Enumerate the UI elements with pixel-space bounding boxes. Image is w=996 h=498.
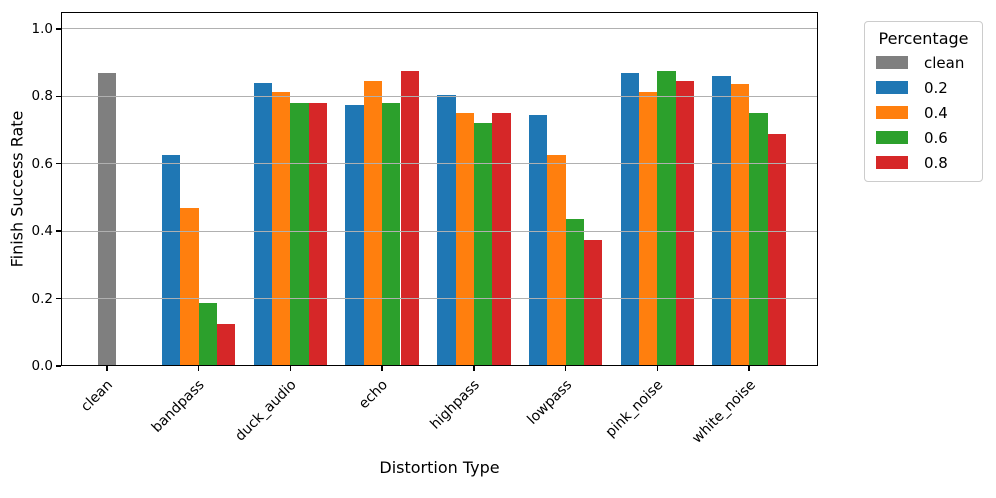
x-tick-label-duck_audio: duck_audio (232, 377, 300, 445)
bar-lowpass-0.8 (584, 239, 603, 366)
bar-white_noise-0.2 (712, 76, 731, 366)
bar-echo-0.2 (345, 104, 364, 366)
x-tickmark-white_noise (748, 366, 750, 371)
y-tickmark-0.8 (56, 95, 61, 97)
bar-white_noise-0.6 (749, 113, 768, 366)
legend: Percentage clean 0.2 0.4 0.6 0.8 (864, 21, 983, 182)
bar-pink_noise-0.6 (657, 71, 676, 366)
y-tick-label-0.8: 0.8 (31, 88, 53, 105)
y-tick-label-1.0: 1.0 (31, 20, 53, 37)
gridline-0.8 (62, 95, 817, 97)
x-tickmark-bandpass (197, 366, 200, 371)
legend-item-label: 0.8 (924, 153, 948, 172)
bar-bandpass-0.4 (180, 207, 199, 366)
bar-pink_noise-0.8 (675, 81, 695, 366)
x-tickmark-pink_noise (656, 366, 659, 371)
bar-bandpass-0.6 (198, 302, 217, 366)
bar-highpass-0.4 (455, 113, 474, 366)
bar-white_noise-0.8 (767, 134, 786, 366)
gridline-0.2 (62, 297, 817, 300)
x-tick-label-highpass: highpass (427, 377, 484, 433)
y-tick-label-0.0: 0.0 (31, 358, 53, 374)
legend-item-0.8: 0.8 (865, 150, 982, 175)
gridline-1.0 (62, 28, 817, 30)
bar-duck_audio-0.4 (272, 92, 291, 366)
y-tickmark-0.0 (56, 365, 61, 367)
legend-items: clean 0.2 0.4 0.6 0.8 (865, 50, 982, 175)
y-axis-label: Finish Success Rate (7, 110, 27, 268)
x-tick-label-echo: echo (356, 377, 392, 413)
bar-bandpass-0.8 (216, 323, 236, 366)
x-tick-label-lowpass: lowpass (524, 377, 575, 428)
bar-echo-0.6 (382, 103, 401, 366)
legend-swatch-0.2 (876, 81, 908, 94)
bar-pink_noise-0.2 (620, 72, 640, 366)
legend-swatch-clean (876, 56, 908, 69)
bar-clean-clean (97, 72, 117, 366)
gridline-0.4 (62, 230, 817, 232)
x-tick-label-white_noise: white_noise (688, 377, 759, 447)
x-tickmark-echo (381, 366, 383, 371)
bar-echo-0.8 (400, 71, 419, 366)
legend-item-label: 0.4 (924, 103, 948, 122)
y-tick-label-0.2: 0.2 (31, 290, 53, 307)
y-tickmark-0.2 (56, 297, 61, 300)
bar-highpass-0.6 (473, 123, 493, 366)
legend-item-label: clean (924, 53, 965, 72)
y-tickmark-1.0 (56, 28, 61, 30)
x-tickmark-highpass (473, 366, 475, 371)
y-tick-label-0.6: 0.6 (31, 155, 53, 172)
x-tick-label-clean: clean (78, 377, 117, 415)
bar-lowpass-0.2 (528, 114, 548, 366)
bar-echo-0.4 (363, 81, 383, 366)
bar-pink_noise-0.4 (639, 92, 658, 366)
bar-duck_audio-0.2 (253, 82, 273, 366)
bar-highpass-0.8 (492, 113, 511, 366)
bar-lowpass-0.4 (547, 155, 566, 366)
legend-swatch-0.6 (876, 131, 908, 144)
bar-bandpass-0.2 (161, 155, 181, 366)
legend-item-label: 0.6 (924, 128, 948, 147)
x-tickmark-duck_audio (289, 366, 292, 371)
gridline-0.6 (62, 163, 817, 165)
legend-item-label: 0.2 (924, 78, 948, 97)
y-tickmark-0.6 (56, 163, 61, 165)
x-tick-label-pink_noise: pink_noise (603, 377, 667, 441)
bar-white_noise-0.4 (730, 84, 750, 366)
legend-swatch-0.4 (876, 106, 908, 119)
x-tickmark-lowpass (564, 366, 567, 371)
x-tickmark-clean (106, 366, 108, 371)
legend-item-0.2: 0.2 (865, 75, 982, 100)
x-axis-label: Distortion Type (379, 458, 500, 477)
x-tick-label-bandpass: bandpass (149, 377, 208, 436)
legend-item-clean: clean (865, 50, 982, 75)
bar-duck_audio-0.8 (308, 103, 328, 366)
bar-duck_audio-0.6 (290, 103, 309, 366)
legend-title: Percentage (878, 29, 969, 48)
legend-item-0.6: 0.6 (865, 125, 982, 150)
legend-item-0.4: 0.4 (865, 100, 982, 125)
y-tick-label-0.4: 0.4 (31, 223, 53, 240)
bar-lowpass-0.6 (565, 218, 584, 366)
legend-swatch-0.8 (876, 156, 908, 169)
y-tickmark-0.4 (56, 230, 61, 232)
